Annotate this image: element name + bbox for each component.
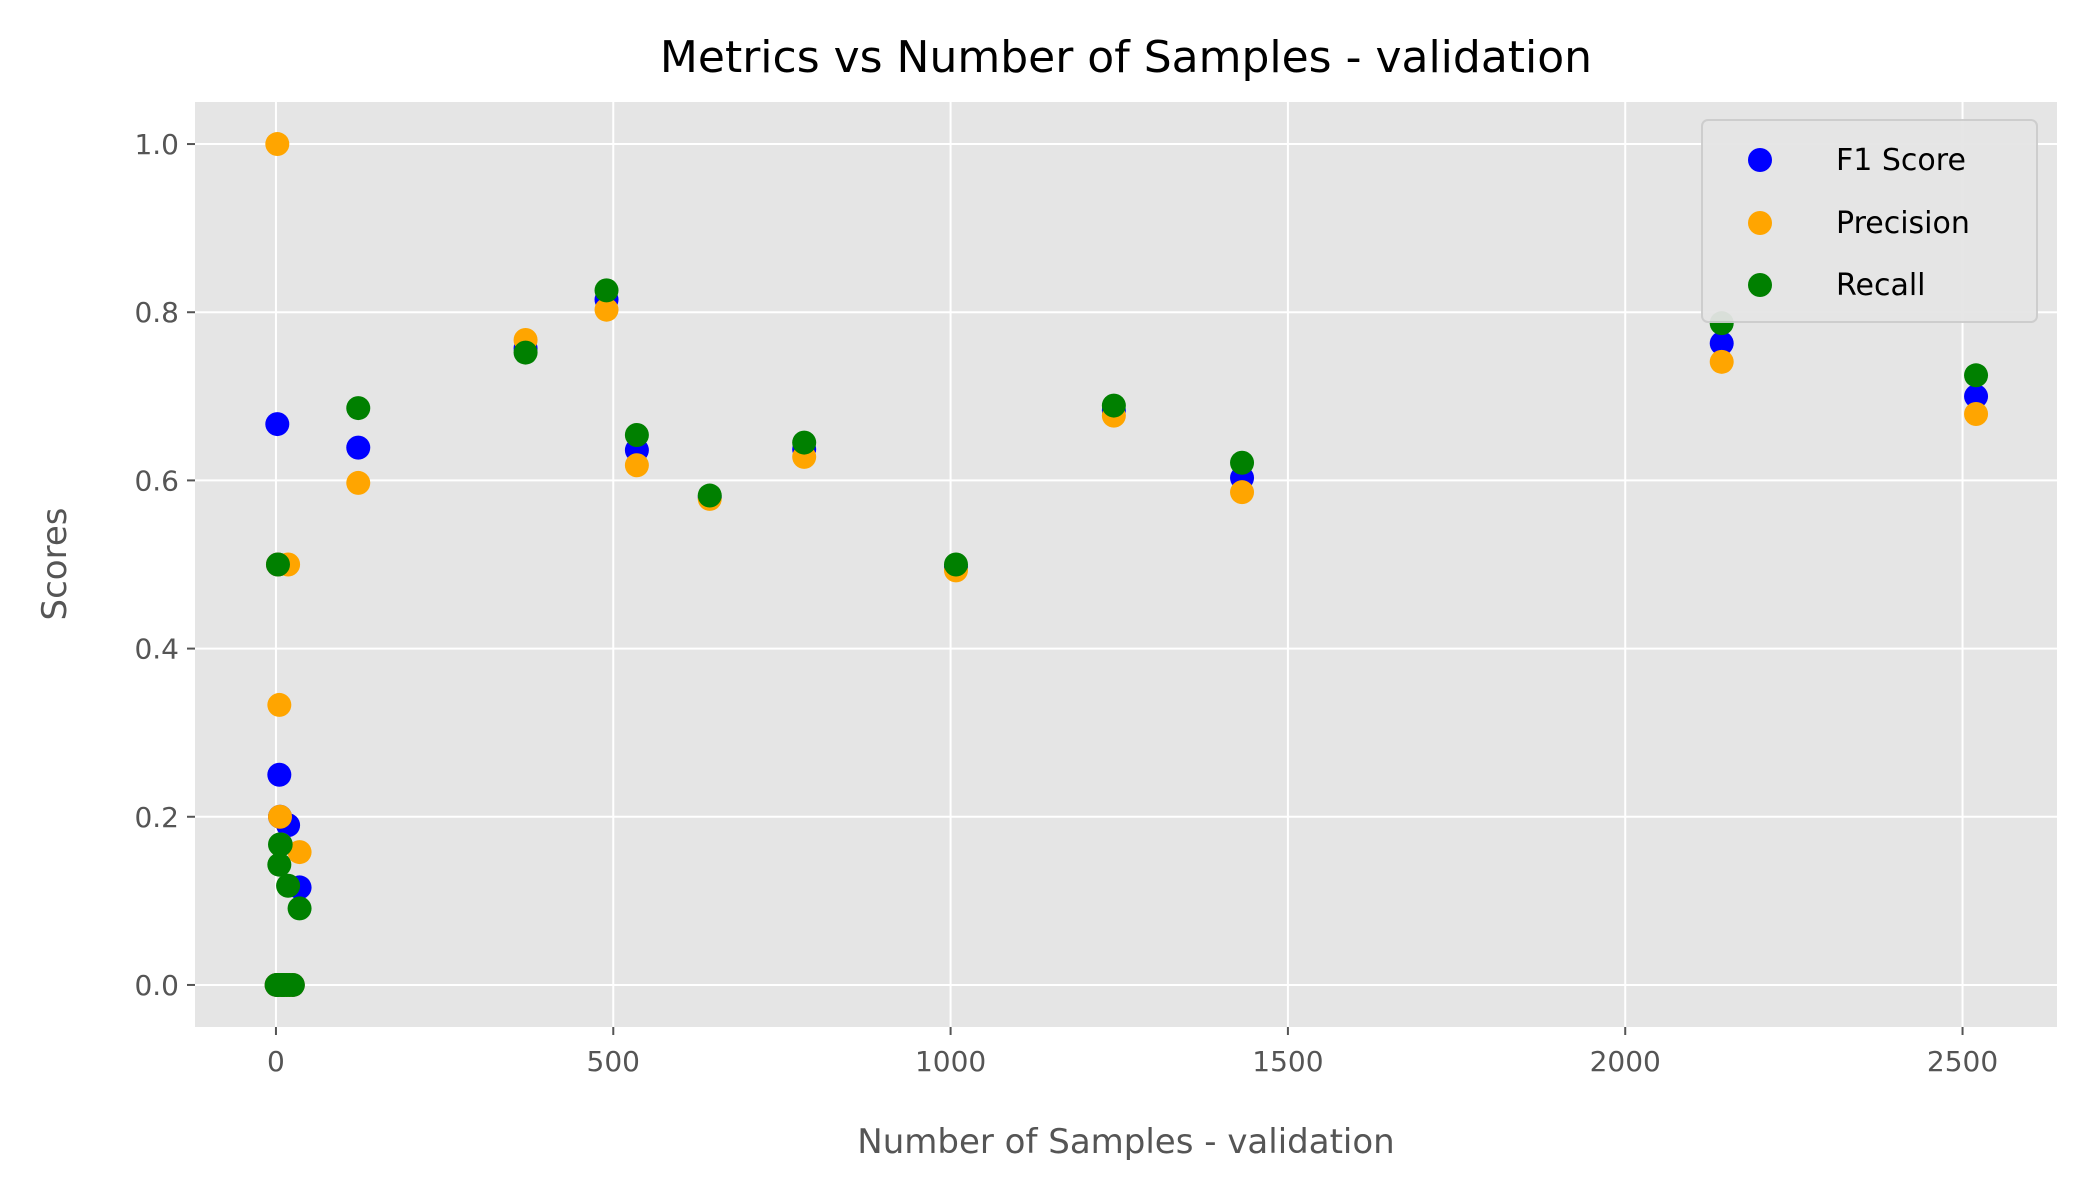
data-point-recall: [1964, 363, 1989, 388]
data-point-precision: [1964, 401, 1989, 426]
legend-label-recall: Recall: [1836, 268, 1926, 303]
data-point-precision: [594, 297, 619, 322]
data-point-recall: [943, 552, 968, 577]
data-points: [264, 132, 1989, 997]
data-point-recall: [267, 852, 292, 877]
y-tick-label: 1.0: [134, 128, 179, 161]
data-point-recall: [280, 972, 305, 997]
data-point-recall: [594, 278, 619, 303]
data-point-f1-score: [1709, 331, 1734, 356]
legend-label-precision: Precision: [1836, 206, 1970, 241]
data-point-recall: [513, 340, 538, 365]
data-point-f1-score: [346, 435, 371, 460]
data-point-precision: [265, 132, 290, 157]
data-point-recall: [346, 396, 371, 421]
x-tick-label: 2000: [1590, 1045, 1661, 1078]
data-point-recall: [1101, 393, 1126, 418]
data-point-recall: [1230, 450, 1255, 475]
legend: F1 Score Precision Recall: [1701, 119, 2038, 323]
data-point-f1-score: [265, 412, 290, 437]
legend-box: [1701, 119, 2038, 323]
data-point-recall: [697, 483, 722, 508]
y-tick-label: 0.2: [134, 801, 179, 834]
data-point-recall: [792, 430, 817, 455]
series-recall: [264, 278, 1989, 997]
x-tick-label: 2500: [1927, 1045, 1998, 1078]
data-point-recall: [276, 873, 301, 898]
data-point-f1-score: [267, 762, 292, 787]
y-axis-label: Scores: [35, 508, 75, 621]
y-tick-label: 0.4: [134, 633, 179, 666]
data-point-precision: [267, 692, 292, 717]
data-point-recall: [265, 552, 290, 577]
chart-title: Metrics vs Number of Samples - validatio…: [660, 32, 1592, 83]
data-point-precision: [346, 470, 371, 495]
legend-label-f1-score: F1 Score: [1836, 143, 1966, 178]
x-tick-label: 500: [587, 1045, 640, 1078]
data-point-recall: [624, 423, 649, 447]
y-tick-label: 0.6: [134, 464, 179, 497]
x-ticks: 0 500 1000 1500 2000 2500: [267, 1027, 1998, 1078]
x-axis-label: Number of Samples - validation: [857, 1122, 1394, 1162]
x-tick-label: 1500: [1252, 1045, 1323, 1078]
data-point-precision: [1709, 349, 1734, 374]
y-tick-label: 0.8: [134, 296, 179, 329]
legend-marker-recall: [1748, 273, 1772, 297]
y-ticks: 0.0 0.2 0.4 0.6 0.8 1.0: [134, 128, 195, 1002]
data-point-precision: [268, 804, 293, 829]
data-point-precision: [287, 840, 312, 865]
x-tick-label: 1000: [915, 1045, 986, 1078]
y-tick-label: 0.0: [134, 969, 179, 1002]
data-point-recall: [268, 832, 293, 857]
data-point-precision: [624, 453, 649, 478]
data-point-recall: [287, 896, 312, 921]
data-point-f1-score: [1964, 384, 1989, 409]
legend-marker-f1-score: [1748, 148, 1772, 172]
data-point-precision: [1230, 480, 1255, 505]
x-tick-label: 0: [267, 1045, 285, 1078]
legend-marker-precision: [1748, 211, 1772, 235]
